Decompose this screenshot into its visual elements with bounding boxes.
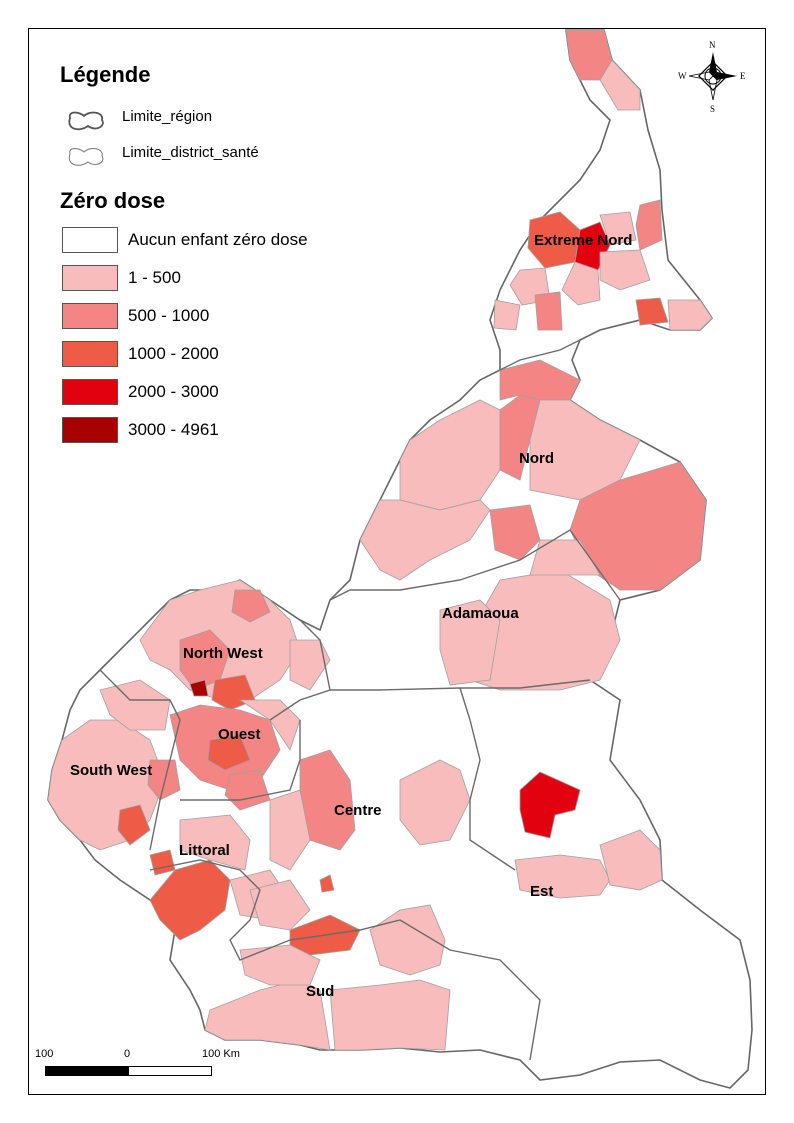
district-extreme-nord-a [599, 59, 641, 111]
legend-class-label-4: 2000 - 3000 [128, 382, 219, 401]
legend-swatch-3 [62, 341, 118, 367]
district-est-c [599, 829, 663, 891]
district-littoral-c [179, 814, 251, 871]
district-centre-e [249, 879, 311, 931]
district-ouest-c [238, 699, 301, 751]
district-nord-f [489, 504, 541, 561]
compass-e: E [740, 71, 746, 81]
district-centre-f [319, 874, 335, 893]
legend-class-label-1: 1 - 500 [128, 268, 181, 287]
legend-class-label-5: 3000 - 4961 [128, 420, 219, 439]
region-label-littoral: Littoral [179, 842, 230, 859]
scale-label-right: 100 Km [202, 1048, 240, 1060]
scale-bar [45, 1066, 212, 1076]
district-nw-e [231, 589, 271, 623]
district-littoral-a [149, 859, 231, 941]
district-extreme-nord-k [599, 249, 651, 291]
legend-title: Légende [60, 62, 151, 87]
region-label-est: Est [530, 883, 553, 900]
legend-swatch-4 [62, 379, 118, 405]
district-nord-g [359, 499, 491, 581]
legend-label-region-boundary: Limite_région [122, 108, 213, 125]
region-boundary-symbol [68, 111, 104, 131]
district-adamaoua-b [439, 599, 501, 686]
legend-class-label-2: 500 - 1000 [128, 306, 210, 325]
scale-label-left: 100 [35, 1048, 54, 1060]
district-centre-b [399, 759, 471, 846]
district-adamaoua-c [529, 539, 601, 576]
compass-w: W [678, 71, 687, 81]
district-littoral-b [149, 849, 176, 876]
district-centre-c [269, 789, 311, 871]
region-label-centre: Centre [334, 802, 382, 819]
scale-label-zero: 0 [124, 1048, 131, 1060]
compass-n: N [709, 40, 716, 50]
legend-label-district-boundary: Limite_district_santé [122, 144, 259, 161]
region-label-north-west: North West [183, 645, 263, 662]
region-label-ouest: Ouest [218, 726, 261, 743]
district-extreme-nord-j [667, 299, 713, 331]
district-sud-b [239, 944, 321, 986]
district-ouest-b [207, 734, 251, 771]
region-label-extreme-nord: Extreme Nord [534, 232, 632, 249]
region-label-south-west: South West [70, 762, 152, 779]
region-label-sud: Sud [306, 983, 334, 1000]
district-sw-d [147, 759, 181, 801]
district-extreme-nord-i [635, 297, 669, 326]
district-extreme-nord-e [635, 199, 663, 251]
district-sud-c [329, 979, 451, 1051]
region-label-nord: Nord [519, 450, 554, 467]
district-fills [47, 29, 713, 1051]
district-nord-a [399, 399, 501, 511]
legend-swatch-1 [62, 265, 118, 291]
legend-class-label-0: Aucun enfant zéro dose [128, 230, 308, 249]
district-extreme-nord-d [599, 211, 637, 246]
region-boundaries [99, 339, 621, 1061]
district-extreme-nord-g [534, 291, 563, 331]
compass-icon: N S W E [678, 40, 746, 114]
legend-swatch-2 [62, 303, 118, 329]
district-extreme-nord-h [561, 261, 601, 306]
region-label-adamaoua: Adamaoua [442, 605, 519, 622]
district-extreme-nord-l [493, 299, 521, 331]
district-sw-b [99, 679, 171, 731]
region-labels: Extreme Nord Nord Adamaoua North West Ou… [70, 232, 632, 1000]
map-frame [28, 28, 766, 1095]
district-nw-f [289, 639, 331, 691]
district-sw-c [117, 804, 151, 846]
compass-s: S [710, 104, 715, 114]
district-est-b [514, 854, 611, 899]
legend-class-label-3: 1000 - 2000 [128, 344, 219, 363]
district-nw-d [189, 679, 209, 697]
district-boundary-symbol [68, 148, 104, 166]
district-est-a [519, 771, 581, 839]
legend-swatch-0 [62, 227, 118, 253]
legend-swatch-5 [62, 417, 118, 443]
zero-dose-title: Zéro dose [60, 188, 166, 213]
